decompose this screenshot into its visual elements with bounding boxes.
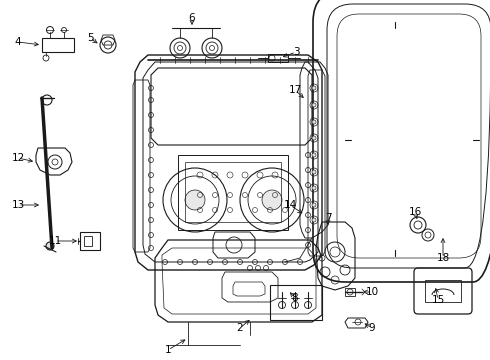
Circle shape: [312, 203, 316, 207]
Circle shape: [312, 170, 316, 174]
Bar: [80, 232, 100, 250]
Text: 12: 12: [11, 153, 24, 163]
Text: 13: 13: [11, 200, 24, 210]
Bar: [268, 54, 288, 62]
Text: 3: 3: [293, 47, 299, 57]
Text: 10: 10: [366, 287, 379, 297]
Bar: [270, 285, 322, 320]
Circle shape: [312, 153, 316, 157]
Bar: [84, 236, 92, 246]
Text: 1: 1: [165, 345, 172, 355]
Circle shape: [312, 86, 316, 90]
Text: 18: 18: [437, 253, 450, 263]
Text: 7: 7: [325, 213, 331, 223]
Circle shape: [312, 120, 316, 124]
Text: 8: 8: [292, 293, 298, 303]
Bar: [425, 280, 461, 302]
Text: 4: 4: [15, 37, 21, 47]
Text: 11: 11: [49, 236, 62, 246]
Circle shape: [185, 190, 205, 210]
Circle shape: [46, 242, 54, 250]
Circle shape: [262, 190, 282, 210]
Bar: [42, 38, 74, 52]
Text: 6: 6: [189, 13, 196, 23]
Text: 9: 9: [368, 323, 375, 333]
Bar: [178, 155, 288, 230]
Circle shape: [312, 186, 316, 190]
Circle shape: [312, 218, 316, 222]
Text: 17: 17: [289, 85, 302, 95]
Bar: [345, 288, 355, 296]
Text: 2: 2: [237, 323, 244, 333]
Text: 16: 16: [408, 207, 421, 217]
Circle shape: [312, 103, 316, 107]
Text: 14: 14: [283, 200, 296, 210]
Text: 5: 5: [87, 33, 93, 43]
Bar: [185, 162, 281, 222]
Circle shape: [312, 136, 316, 140]
Text: 15: 15: [431, 295, 444, 305]
